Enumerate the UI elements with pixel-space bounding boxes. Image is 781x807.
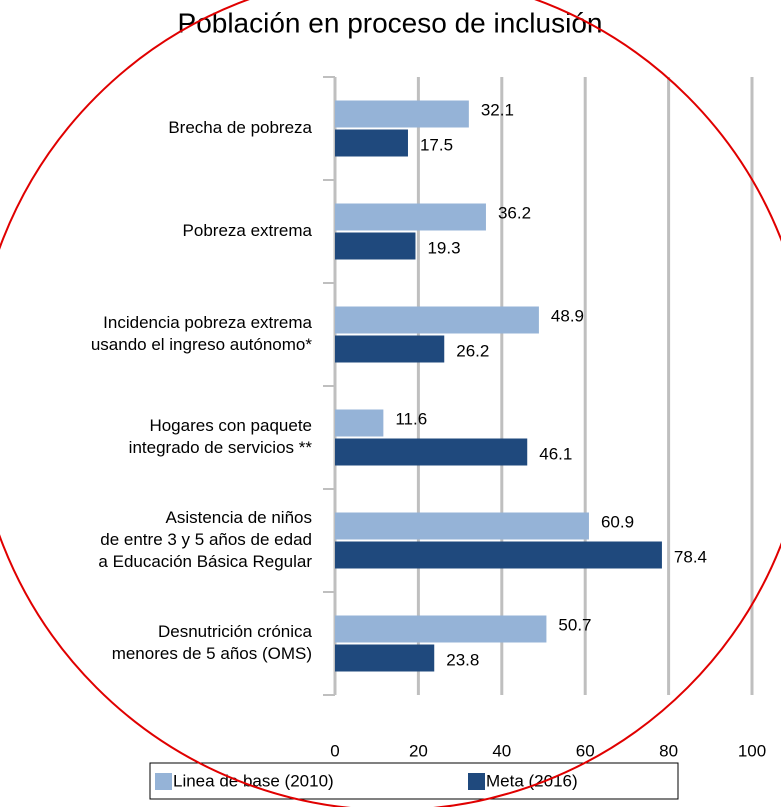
y-tick-label: Incidencia pobreza extrema: [103, 313, 312, 332]
legend-label: Linea de base (2010): [173, 771, 334, 790]
chart-title: Población en proceso de inclusión: [178, 7, 603, 38]
data-label: 60.9: [601, 512, 634, 531]
data-label: 50.7: [558, 615, 591, 634]
data-label: 48.9: [551, 306, 584, 325]
bar: [335, 409, 384, 437]
x-tick-label: 80: [659, 741, 678, 760]
y-tick-label: de entre 3 y 5 años de edad: [100, 530, 312, 549]
bar: [335, 203, 486, 231]
x-tick-label: 20: [409, 741, 428, 760]
y-tick-label: Pobreza extrema: [183, 221, 313, 240]
x-tick-label: 40: [492, 741, 511, 760]
y-tick-label: Asistencia de niños: [166, 508, 312, 527]
bar: [335, 615, 547, 643]
data-label: 46.1: [539, 444, 572, 463]
y-tick-label: Hogares con paquete: [149, 416, 312, 435]
data-label: 32.1: [481, 100, 514, 119]
plot: 0 20 40 60 80 100 Brecha de pobreza 32.1 17.5 Pob…: [91, 76, 766, 760]
y-tick-label: usando el ingreso autónomo*: [91, 335, 313, 354]
bar: [335, 512, 589, 540]
x-tick-label: 60: [576, 741, 595, 760]
data-label: 19.3: [427, 238, 460, 257]
data-label: 78.4: [674, 547, 707, 566]
y-tick-label: Brecha de pobreza: [168, 118, 312, 137]
legend: Linea de base (2010) Meta (2016): [155, 771, 578, 790]
data-label: 11.6: [395, 409, 427, 428]
legend-label: Meta (2016): [486, 771, 578, 790]
data-label: 36.2: [498, 203, 531, 222]
y-tick-label: menores de 5 años (OMS): [112, 644, 312, 663]
y-tick-label: Desnutrición crónica: [158, 622, 313, 641]
bar: [335, 129, 408, 157]
bar: [335, 232, 416, 260]
data-label: 23.8: [446, 650, 479, 669]
data-label: 17.5: [420, 135, 453, 154]
y-tick-label: a Educación Básica Regular: [98, 552, 312, 571]
bar: [335, 306, 539, 334]
legend-swatch: [468, 773, 485, 790]
bar: [335, 438, 528, 466]
bar: [335, 541, 662, 569]
data-label: 26.2: [456, 341, 489, 360]
bar: [335, 100, 469, 128]
legend-box: [149, 762, 679, 800]
legend-swatch: [155, 773, 172, 790]
bar: [335, 335, 445, 363]
y-tick-label: integrado de servicios **: [129, 438, 313, 457]
bar: [335, 644, 435, 672]
x-tick-label: 0: [330, 741, 339, 760]
x-tick-label: 100: [738, 741, 766, 760]
